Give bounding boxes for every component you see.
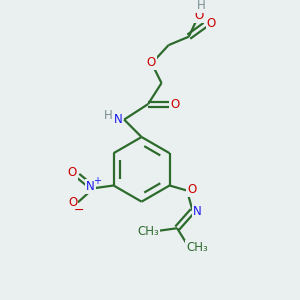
Text: −: − [74, 203, 85, 216]
Text: O: O [194, 9, 203, 22]
Text: O: O [146, 56, 156, 69]
Text: H: H [104, 109, 113, 122]
Text: O: O [68, 196, 77, 209]
Text: O: O [207, 17, 216, 30]
Text: CH₃: CH₃ [186, 241, 208, 254]
Text: O: O [171, 98, 180, 111]
Text: O: O [188, 184, 197, 196]
Text: +: + [93, 176, 101, 186]
Text: CH₃: CH₃ [138, 224, 159, 238]
Text: O: O [68, 167, 77, 179]
Text: H: H [196, 0, 205, 12]
Text: N: N [86, 180, 95, 194]
Text: N: N [114, 113, 122, 126]
Text: N: N [193, 205, 202, 218]
